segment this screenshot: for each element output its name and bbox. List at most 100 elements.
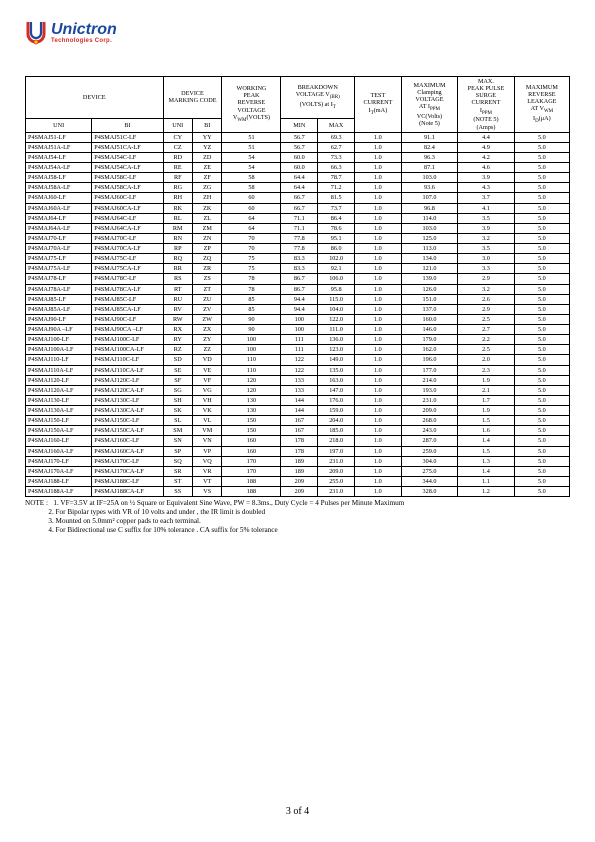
table-row: P4SMAJ70-LFP4SMAJ70C-LFRNZN7077.895.11.0… [26,233,570,243]
cell: 86.7 [281,284,318,294]
cell: 1.0 [355,193,402,203]
cell: P4SMAJ170C-LF [92,456,163,466]
cell: P4SMAJ110C-LF [92,355,163,365]
cell: P4SMAJ120A-LF [26,385,92,395]
cell: RQ [163,254,192,264]
cell: 1.0 [355,254,402,264]
cell: 1.0 [355,223,402,233]
cell: P4SMAJ150-LF [26,416,92,426]
cell: 160.0 [401,314,457,324]
cell: 123.0 [318,345,355,355]
cell: P4SMAJ150C-LF [92,416,163,426]
cell: 259.0 [401,446,457,456]
cell: 3.3 [458,264,514,274]
cell: 1.3 [458,456,514,466]
cell: RS [163,274,192,284]
cell: 150 [222,416,281,426]
cell: P4SMAJ60-LF [26,193,92,203]
cell: 66.7 [281,193,318,203]
cell: 70 [222,233,281,243]
cell: RR [163,264,192,274]
cell: 1.0 [355,284,402,294]
cell: 5.0 [514,375,569,385]
cell: P4SMAJ70CA-LF [92,244,163,254]
cell: 243.0 [401,426,457,436]
table-row: P4SMAJ150A-LFP4SMAJ150CA-LFSMVM150167185… [26,426,570,436]
cell: 1.0 [355,365,402,375]
cell: 130 [222,395,281,405]
cell: 91.1 [401,132,457,142]
cell: P4SMAJ51A-LF [26,142,92,152]
table-row: P4SMAJ85A-LFP4SMAJ85CA-LFRVZV8594.4104.0… [26,304,570,314]
cell: 86.7 [281,274,318,284]
cell: VT [192,476,221,486]
cell: 159.0 [318,406,355,416]
cell: 94.4 [281,304,318,314]
cell: 78 [222,284,281,294]
cell: VR [192,466,221,476]
cell: 4.1 [458,203,514,213]
cell: 144 [281,406,318,416]
hdr-uni2: UNI [163,118,192,132]
table-row: P4SMAJ51A-LFP4SMAJ51CA-LFCZYZ5156.762.71… [26,142,570,152]
cell: 96.8 [401,203,457,213]
table-row: P4SMAJ64A-LFP4SMAJ64CA-LFRMZM6471.178.61… [26,223,570,233]
cell: 167 [281,426,318,436]
cell: 54 [222,163,281,173]
cell: ZT [192,284,221,294]
cell: 133 [281,385,318,395]
cell: 60 [222,193,281,203]
cell: ZL [192,213,221,223]
note-3: 3. Mounted on 5.0mm² copper pads to each… [48,517,200,525]
cell: 64.4 [281,183,318,193]
cell: 2.5 [458,345,514,355]
cell: VG [192,385,221,395]
cell: P4SMAJ51CA-LF [92,142,163,152]
cell: 151.0 [401,294,457,304]
cell: 60.0 [281,163,318,173]
hdr-clamp: MAXIMUMClampingVOLTAGEAT IPPMVC(Volts)(N… [401,77,457,133]
table-row: P4SMAJ188A-LFP4SMAJ188CA-LFSSVS188209231… [26,487,570,497]
cell: 5.0 [514,456,569,466]
cell: P4SMAJ170CA-LF [92,466,163,476]
cell: 64.4 [281,173,318,183]
cell: VD [192,355,221,365]
cell: 111.0 [318,325,355,335]
cell: 82.4 [401,142,457,152]
cell: 163.0 [318,375,355,385]
cell: 231.0 [401,395,457,405]
cell: 2.3 [458,365,514,375]
cell: 130 [222,406,281,416]
cell: 1.0 [355,476,402,486]
logo: Unictron Technologies Corp. [25,20,570,46]
cell: 170 [222,466,281,476]
cell: 5.0 [514,284,569,294]
cell: P4SMAJ110CA-LF [92,365,163,375]
cell: 3.2 [458,233,514,243]
cell: RT [163,284,192,294]
cell: 170 [222,456,281,466]
cell: RD [163,152,192,162]
cell: 2.5 [458,314,514,324]
cell: P4SMAJ58-LF [26,173,92,183]
cell: 5.0 [514,132,569,142]
cell: 5.0 [514,325,569,335]
cell: P4SMAJ150A-LF [26,426,92,436]
cell: 1.4 [458,466,514,476]
cell: 5.0 [514,395,569,405]
cell: SF [163,375,192,385]
cell: ZD [192,152,221,162]
table-row: P4SMAJ90A –LFP4SMAJ90CA –LFRXZX90100111.… [26,325,570,335]
cell: 78.6 [318,223,355,233]
table-row: P4SMAJ75-LFP4SMAJ75C-LFRQZQ7583.3102.01.… [26,254,570,264]
cell: P4SMAJ60A-LF [26,203,92,213]
cell: VS [192,487,221,497]
cell: 100 [281,314,318,324]
cell: 1.0 [355,395,402,405]
cell: VE [192,365,221,375]
cell: 122 [281,355,318,365]
cell: P4SMAJ60C-LF [92,193,163,203]
cell: 86.0 [318,244,355,254]
cell: P4SMAJ75-LF [26,254,92,264]
cell: ZQ [192,254,221,264]
